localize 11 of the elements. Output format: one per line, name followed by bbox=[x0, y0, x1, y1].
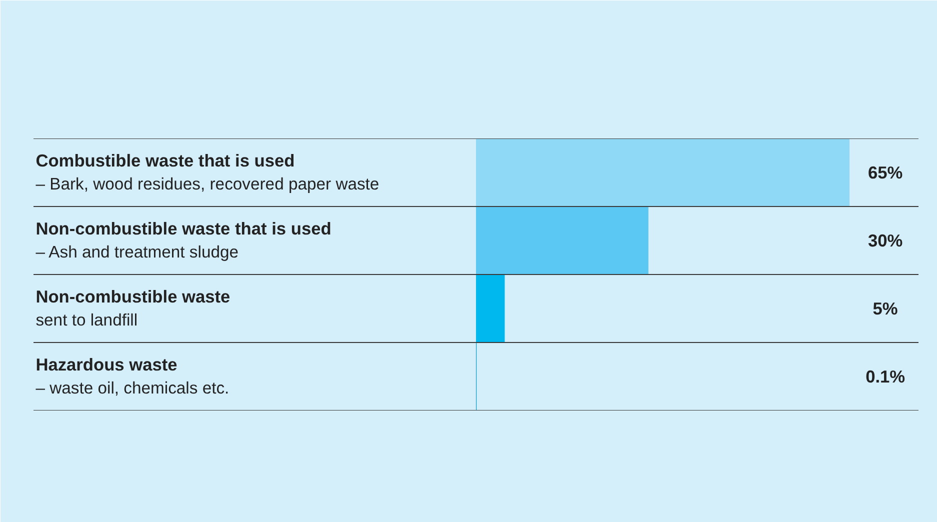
y-tick-label: Combustible waste that is used – Bark, wood residues, recovered paper waste bbox=[36, 150, 380, 194]
data-label: 0.1% bbox=[866, 366, 906, 386]
data-label: 30% bbox=[868, 230, 903, 250]
y-tick-label: Hazardous waste – waste oil, chemicals etc. bbox=[36, 354, 230, 398]
data-label: 5% bbox=[872, 298, 898, 318]
bar bbox=[476, 138, 850, 206]
data-label: 65% bbox=[868, 162, 903, 182]
bar bbox=[476, 274, 505, 342]
bar bbox=[476, 206, 648, 274]
y-tick-label: Non-combustible waste sent to landfill bbox=[36, 286, 231, 330]
y-tick-label: Non-combustible waste that is used – Ash and treatment sludge bbox=[36, 218, 332, 262]
